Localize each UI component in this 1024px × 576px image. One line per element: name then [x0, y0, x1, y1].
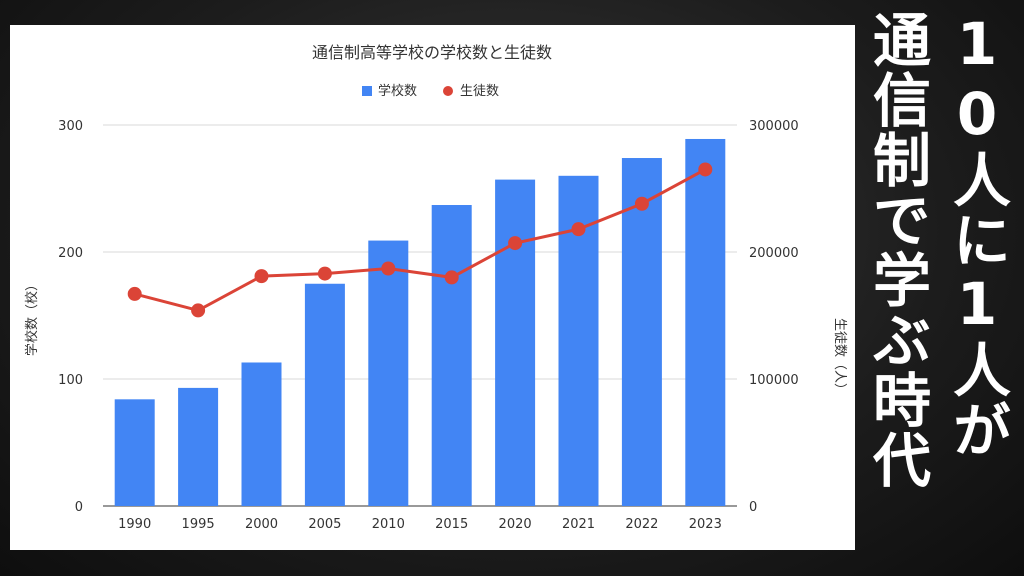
x-tick-label: 2022	[625, 517, 658, 532]
student-point	[381, 261, 396, 276]
y-tick-right: 300000	[749, 119, 799, 134]
y-tick-right: 200000	[749, 246, 799, 261]
x-tick-label: 2023	[689, 517, 722, 532]
bar	[114, 399, 155, 506]
y-tick-left: 0	[75, 500, 83, 515]
headline: 10人に1人が 通信制で学ぶ時代	[862, 10, 1022, 570]
y-tick-left: 300	[58, 119, 83, 134]
headline-line2: 通信制で学ぶ時代	[863, 10, 931, 490]
bar	[241, 362, 282, 506]
x-tick-label: 2010	[372, 517, 405, 532]
bar	[495, 179, 536, 507]
student-point	[698, 162, 713, 177]
student-point	[571, 222, 586, 237]
legend-label-students: 生徒数	[460, 84, 499, 99]
student-point	[508, 236, 523, 251]
legend: 学校数 生徒数	[362, 83, 499, 99]
x-tick-label: 2005	[308, 517, 341, 532]
student-point	[254, 269, 269, 284]
student-point	[127, 286, 142, 301]
x-tick-label: 2000	[245, 517, 278, 532]
axis-ticks: 0 0 100 100000 200 200000 300 300000 1990 1995 200…	[58, 119, 798, 532]
headline-line1: 10人に1人が	[943, 10, 1011, 460]
y-axis-right-label: 生徒数（人）	[832, 318, 847, 396]
bar	[304, 283, 345, 506]
chart-title: 通信制高等学校の学校数と生徒数	[312, 43, 552, 62]
y-tick-right: 100000	[749, 373, 799, 388]
y-tick-left: 100	[58, 373, 83, 388]
y-axis-left-label: 学校数（校）	[24, 278, 40, 356]
x-tick-label: 2021	[562, 517, 595, 532]
x-tick-label: 2015	[435, 517, 468, 532]
legend-swatch-students	[443, 86, 453, 96]
x-tick-label: 1990	[118, 517, 151, 532]
bar	[685, 138, 726, 506]
line-series	[127, 162, 713, 318]
student-point	[191, 303, 206, 318]
student-point	[317, 266, 332, 281]
y-tick-left: 200	[58, 246, 83, 261]
legend-swatch-schools	[362, 86, 372, 96]
y-tick-right: 0	[749, 500, 757, 515]
legend-label-schools: 学校数	[378, 83, 417, 99]
bar	[621, 158, 662, 506]
bar	[368, 240, 409, 506]
x-tick-label: 1995	[182, 517, 215, 532]
bar	[431, 205, 472, 506]
student-point	[444, 270, 459, 285]
x-tick-label: 2020	[499, 517, 532, 532]
bar-series	[114, 138, 726, 507]
bar	[178, 387, 219, 506]
student-line	[134, 168, 707, 313]
student-point	[634, 196, 649, 211]
